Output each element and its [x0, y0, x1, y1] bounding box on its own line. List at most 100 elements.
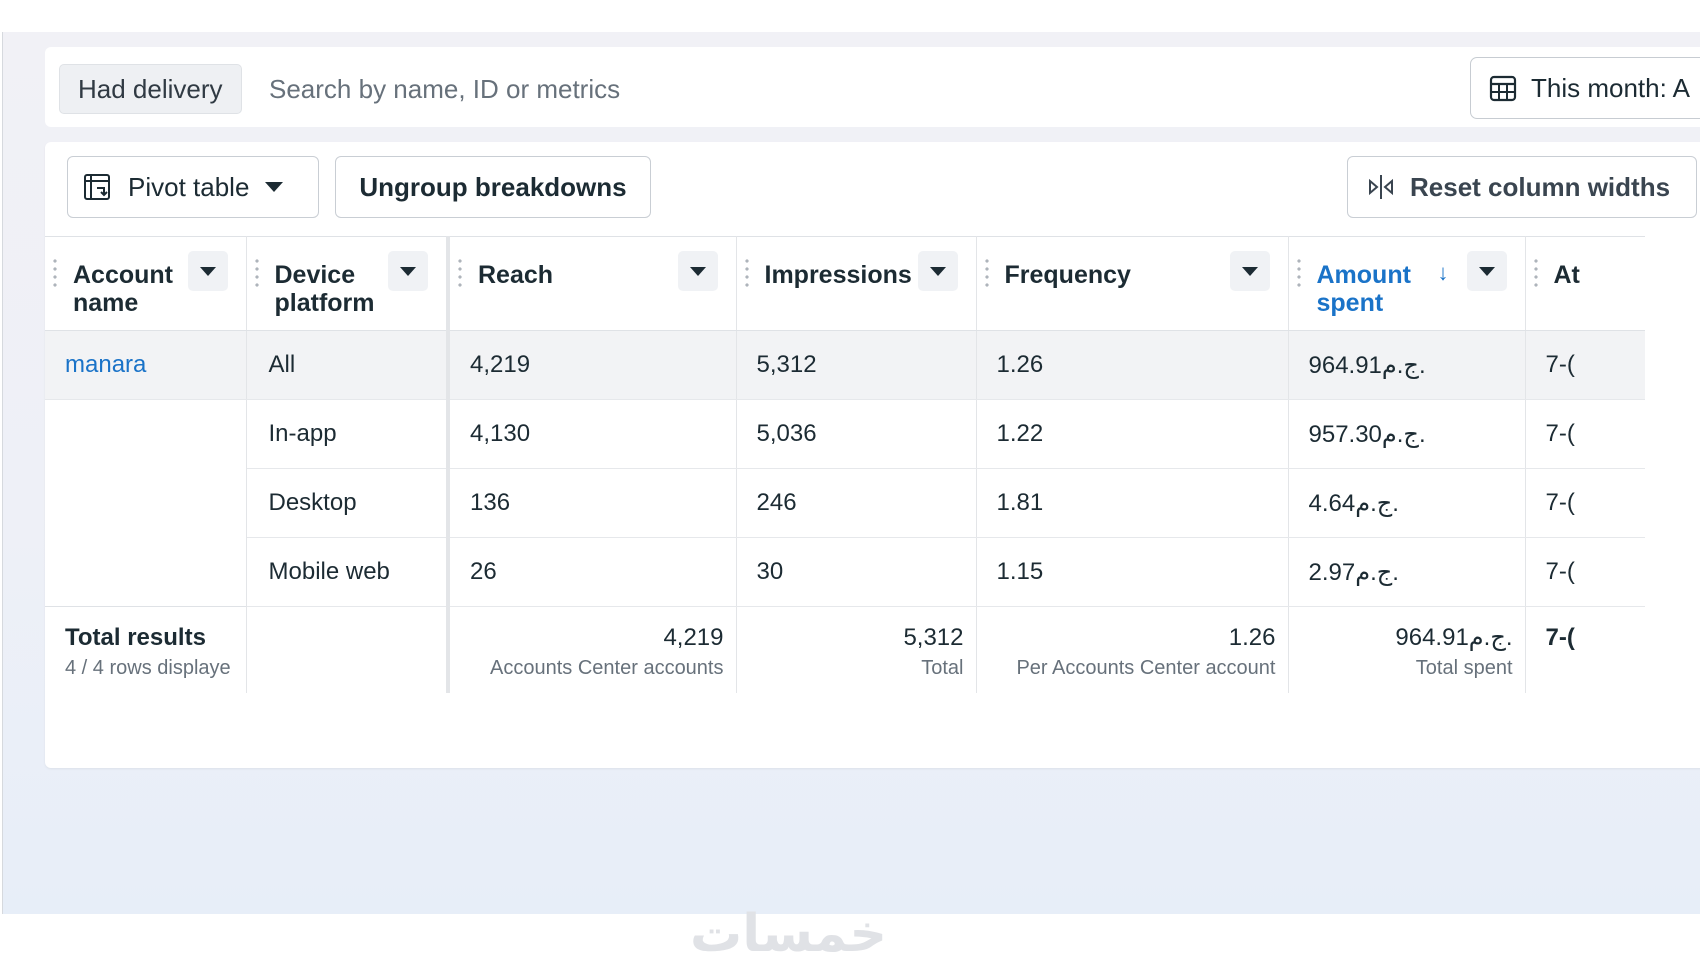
table-row[interactable]: In-app 4,130 5,036 1.22 957.30ج.م. 7-(: [45, 399, 1645, 469]
frequency-cell: 1.15: [976, 537, 1289, 607]
drag-handle-icon[interactable]: [744, 257, 749, 291]
date-range-label: This month: A: [1531, 72, 1690, 103]
chevron-down-icon: [1478, 266, 1495, 276]
chevron-down-icon: [929, 266, 946, 276]
totals-reach-label: Accounts Center accounts: [490, 657, 724, 679]
frequency-cell: 1.26: [976, 330, 1289, 400]
device-cell: Desktop: [246, 468, 450, 538]
column-header-account-name[interactable]: Account name: [45, 236, 247, 331]
device-value: In-app: [268, 420, 337, 447]
column-menu-button[interactable]: [187, 251, 228, 291]
device-value: Mobile web: [268, 558, 390, 585]
next-value: 7-(: [1545, 351, 1575, 378]
calendar-icon: [1489, 75, 1517, 102]
watermark-area: خمسات: [0, 904, 1700, 970]
next-value: 7-(: [1545, 489, 1575, 516]
pivot-table-dropdown[interactable]: Pivot table: [67, 156, 319, 218]
totals-device-cell: [246, 606, 450, 693]
totals-impressions-label: Total: [921, 657, 964, 679]
pivot-table-icon: [84, 174, 110, 200]
watermark-logo: خمسات: [690, 904, 888, 964]
drag-handle-icon[interactable]: [254, 257, 259, 291]
ads-manager-canvas: Had delivery This month: A: [2, 32, 1700, 914]
chevron-down-icon: [689, 266, 706, 276]
device-cell: All: [246, 330, 450, 400]
frequency-cell: 1.81: [976, 468, 1289, 538]
impressions-value: 5,036: [756, 420, 817, 447]
totals-impressions-value: 5,312: [903, 624, 964, 651]
table-row[interactable]: Desktop 136 246 1.81 4.64ج.م. 7-(: [45, 468, 1645, 538]
reach-cell: 26: [448, 537, 737, 607]
account-link[interactable]: manara: [65, 351, 147, 378]
impressions-value: 5,312: [756, 351, 817, 378]
chevron-down-icon: [199, 266, 216, 276]
column-menu-button[interactable]: [1466, 251, 1507, 291]
frequency-value: 1.81: [996, 489, 1044, 516]
column-menu-button[interactable]: [677, 251, 718, 291]
pivot-table-label: Pivot table: [128, 171, 250, 202]
sort-descending-icon[interactable]: ↓: [1437, 260, 1449, 285]
drag-handle-icon[interactable]: [1533, 257, 1538, 291]
filter-bar: Had delivery This month: A: [45, 47, 1700, 127]
drag-handle-icon[interactable]: [984, 257, 989, 291]
reset-column-widths-button[interactable]: Reset column widths: [1347, 156, 1697, 218]
account-name-cell[interactable]: manara: [45, 330, 247, 400]
column-header-label: Reach: [478, 261, 554, 289]
amount-value: 4.64ج.م.: [1308, 489, 1399, 517]
column-menu-button[interactable]: [917, 251, 958, 291]
account-name-cell: [45, 537, 247, 607]
totals-frequency-label: Per Accounts Center account: [1016, 657, 1276, 679]
next-cell: 7-(: [1525, 537, 1645, 607]
reach-value: 4,219: [470, 351, 531, 378]
impressions-value: 246: [756, 489, 797, 516]
reset-column-widths-label: Reset column widths: [1410, 171, 1671, 202]
report-table-card: Pivot table Ungroup breakdowns Reset col…: [45, 142, 1700, 768]
totals-title-cell: Total results 4 / 4 rows displaye: [45, 606, 247, 693]
chevron-down-icon: [400, 266, 416, 276]
table-row[interactable]: Mobile web 26 30 1.15 2.97ج.م. 7-(: [45, 537, 1645, 607]
totals-reach-value: 4,219: [663, 624, 724, 651]
column-header-frequency[interactable]: Frequency: [976, 236, 1289, 331]
device-cell: In-app: [246, 399, 450, 469]
had-delivery-filter-chip[interactable]: Had delivery: [59, 64, 242, 114]
rows-displayed-text: 4 / 4 rows displaye: [65, 657, 231, 679]
drag-handle-icon[interactable]: [458, 257, 462, 291]
impressions-value: 30: [756, 558, 784, 585]
account-name-cell: [45, 399, 247, 469]
reach-value: 26: [470, 558, 497, 585]
table-row[interactable]: manara All 4,219 5,312 1.26 964.91ج.م. 7…: [45, 330, 1645, 400]
amount-cell: 957.30ج.م.: [1288, 399, 1526, 469]
date-range-button[interactable]: This month: A: [1470, 57, 1700, 119]
column-resize-icon: [1369, 175, 1393, 199]
amount-cell: 4.64ج.م.: [1288, 468, 1526, 538]
ungroup-breakdowns-button[interactable]: Ungroup breakdowns: [335, 156, 651, 218]
device-cell: Mobile web: [246, 537, 450, 607]
amount-cell: 2.97ج.م.: [1288, 537, 1526, 607]
totals-frequency-cell: 1.26 Per Accounts Center account: [976, 606, 1289, 693]
table-header-row: Account name Device platform Reach: [45, 236, 1645, 331]
chevron-down-icon: [1241, 266, 1258, 276]
reach-cell: 136: [448, 468, 737, 538]
frequency-value: 1.22: [996, 420, 1044, 447]
column-header-next[interactable]: At: [1525, 236, 1645, 331]
column-header-label: Amount spent: [1316, 261, 1411, 317]
column-header-device-platform[interactable]: Device platform: [246, 236, 450, 331]
column-header-reach[interactable]: Reach: [448, 236, 737, 331]
column-menu-button[interactable]: [388, 251, 428, 291]
drag-handle-icon[interactable]: [53, 257, 57, 291]
search-input[interactable]: [267, 64, 1091, 114]
table-toolbar: Pivot table Ungroup breakdowns Reset col…: [45, 142, 1700, 236]
totals-impressions-cell: 5,312 Total: [736, 606, 977, 693]
next-value: 7-(: [1545, 420, 1575, 447]
drag-handle-icon[interactable]: [1296, 257, 1301, 291]
column-header-impressions[interactable]: Impressions: [736, 236, 977, 331]
reach-value: 4,130: [470, 420, 531, 447]
reach-cell: 4,130: [448, 399, 737, 469]
impressions-cell: 5,312: [736, 330, 977, 400]
column-menu-button[interactable]: [1229, 251, 1270, 291]
column-header-label: Account name: [73, 261, 173, 317]
next-value: 7-(: [1545, 558, 1575, 585]
next-cell: 7-(: [1525, 468, 1645, 538]
totals-next-value: 7-(: [1545, 624, 1575, 651]
column-header-amount-spent[interactable]: Amount spent ↓: [1288, 236, 1526, 331]
